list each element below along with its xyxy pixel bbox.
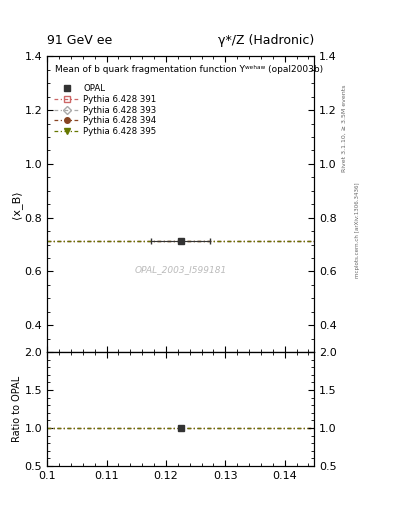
Text: mcplots.cern.ch [arXiv:1306.3436]: mcplots.cern.ch [arXiv:1306.3436] [355, 183, 360, 278]
Text: OPAL_2003_I599181: OPAL_2003_I599181 [135, 265, 227, 274]
Text: 91 GeV ee: 91 GeV ee [47, 33, 112, 47]
Legend: OPAL, Pythia 6.428 391, Pythia 6.428 393, Pythia 6.428 394, Pythia 6.428 395: OPAL, Pythia 6.428 391, Pythia 6.428 393… [54, 84, 157, 136]
Y-axis label: Ratio to OPAL: Ratio to OPAL [12, 376, 22, 442]
Y-axis label: ⟨x_B⟩: ⟨x_B⟩ [11, 190, 22, 219]
Text: γ*/Z (Hadronic): γ*/Z (Hadronic) [218, 33, 314, 47]
Text: Rivet 3.1.10, ≥ 3.5M events: Rivet 3.1.10, ≥ 3.5M events [342, 84, 346, 172]
Text: Mean of b quark fragmentation function Υʷᵉʰᵃʷ (opal2003b): Mean of b quark fragmentation function Υ… [55, 65, 323, 74]
